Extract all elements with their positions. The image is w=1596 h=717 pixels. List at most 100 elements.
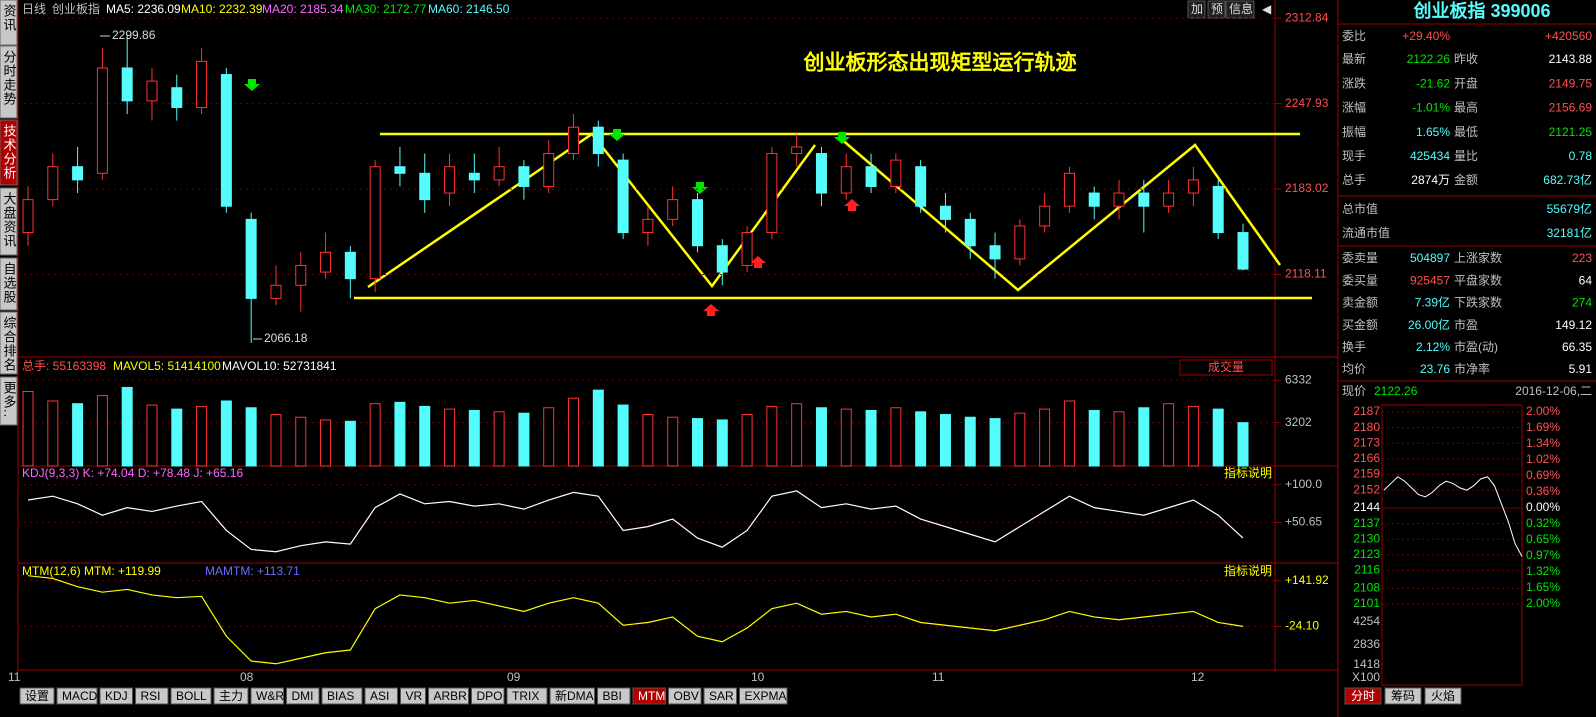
candle-body xyxy=(1163,192,1175,207)
bottom-tab: ARBR xyxy=(434,689,468,703)
quote-value: 223 xyxy=(1572,251,1592,265)
quote-value: 2156.69 xyxy=(1549,101,1593,115)
bottom-tab-bg[interactable] xyxy=(135,687,169,705)
bottom-tab: VR xyxy=(406,689,423,703)
candle-body xyxy=(1237,232,1249,270)
candle-body xyxy=(1138,192,1150,207)
bottom-tab-bg[interactable] xyxy=(703,687,737,705)
candle-body xyxy=(989,245,1001,260)
bottom-tab: 新DMA xyxy=(555,688,594,703)
side-tab[interactable]: 更多.. xyxy=(2,381,17,418)
quote-value: 26.00亿 xyxy=(1408,317,1450,332)
side-tab[interactable]: 分时走势 xyxy=(2,50,17,106)
bottom-tab-bg[interactable] xyxy=(364,687,398,705)
side-tab[interactable]: 技术分析 xyxy=(2,124,17,180)
tool-button-bg[interactable] xyxy=(1207,0,1226,19)
index-name: 创业板指 xyxy=(52,1,100,16)
mini-unit: X100 xyxy=(1352,670,1380,684)
mini-vol-label: 2836 xyxy=(1353,637,1380,651)
volume-bar xyxy=(1063,400,1075,467)
bottom-tab-bg[interactable] xyxy=(668,687,702,705)
mini-pct-label: 1.69% xyxy=(1526,420,1560,434)
volume-bar xyxy=(1014,412,1026,467)
volume-bar xyxy=(766,405,778,467)
mini-tab-bg[interactable] xyxy=(1384,687,1422,705)
bottom-tab-bg[interactable] xyxy=(471,687,505,705)
quote-value: +29.40% xyxy=(1402,29,1450,43)
bottom-tab-bg[interactable] xyxy=(213,687,249,705)
candle-body xyxy=(1212,185,1224,234)
quote-label: 市盈 xyxy=(1454,317,1478,332)
side-tab-bg[interactable] xyxy=(0,45,18,119)
y-tick-label: 2247.93 xyxy=(1285,96,1329,110)
candle-body xyxy=(22,199,34,234)
mini-tab: 筹码 xyxy=(1391,689,1415,703)
indicator-line xyxy=(27,575,1244,665)
high-label: 2299.86 xyxy=(112,28,156,42)
mini-y-label: 2116 xyxy=(1354,563,1380,577)
side-tab-bg[interactable] xyxy=(0,0,18,46)
x-tick-label: 12 xyxy=(1191,670,1205,684)
volume-bar xyxy=(915,411,927,467)
volume-bar xyxy=(146,404,158,467)
bottom-tab-bg[interactable] xyxy=(549,687,595,705)
bottom-tab-bg[interactable] xyxy=(739,687,788,705)
bottom-tab-bg[interactable] xyxy=(56,687,98,705)
tool-button-bg[interactable] xyxy=(1187,0,1206,19)
volume-bar xyxy=(716,419,728,467)
bottom-tab-bg[interactable] xyxy=(400,687,426,705)
bottom-tab-bg[interactable] xyxy=(99,687,133,705)
bottom-tab-bg[interactable] xyxy=(250,687,284,705)
side-tab-bg[interactable] xyxy=(0,119,18,186)
side-tab-bg[interactable] xyxy=(0,187,18,256)
quote-label: 开盘 xyxy=(1454,75,1478,90)
candle-body xyxy=(1113,192,1125,207)
mini-tab-bg[interactable] xyxy=(1344,687,1382,705)
candle-body xyxy=(295,264,307,286)
candle-body xyxy=(642,218,654,234)
candle-body xyxy=(493,166,505,181)
quote-value: 2874万 xyxy=(1411,173,1450,187)
tool-button-bg[interactable] xyxy=(1225,0,1255,19)
bottom-tab-bg[interactable] xyxy=(632,687,666,705)
mini-tab-bg[interactable] xyxy=(1424,687,1462,705)
side-tab[interactable]: 自选股 xyxy=(2,262,17,304)
bottom-tab-bg[interactable] xyxy=(506,687,548,705)
bottom-tab-bg[interactable] xyxy=(19,687,55,705)
candle-body xyxy=(568,126,580,155)
bottom-tab-bg[interactable] xyxy=(428,687,469,705)
quote-label: 平盘家数 xyxy=(1454,272,1502,287)
side-tab-bg[interactable] xyxy=(0,311,18,375)
bottom-tab-bg[interactable] xyxy=(597,687,631,705)
quote-label: 卖金额 xyxy=(1342,295,1378,310)
volume-bar xyxy=(493,411,505,467)
mini-pct-label: 1.65% xyxy=(1526,580,1560,594)
side-tab-bg[interactable] xyxy=(0,376,18,426)
candle-body xyxy=(468,172,480,181)
candle-body xyxy=(47,166,59,201)
volume-select-bg[interactable] xyxy=(1179,359,1273,376)
bottom-tab-bg[interactable] xyxy=(170,687,212,705)
volume-bar xyxy=(245,407,257,467)
volume-bar xyxy=(419,405,431,467)
bottom-tab-bg[interactable] xyxy=(286,687,320,705)
candle-body xyxy=(691,199,703,247)
side-tab[interactable]: 综合排名 xyxy=(2,316,17,372)
mini-y-label: 2137 xyxy=(1353,516,1380,530)
quote-value: 2121.25 xyxy=(1549,125,1593,139)
candle-body xyxy=(518,166,530,187)
volume-bar xyxy=(369,403,381,467)
bottom-tab: OBV xyxy=(674,689,699,703)
scroll-arrow[interactable]: ◀ xyxy=(1262,2,1272,16)
x-tick-label: 11 xyxy=(932,670,945,684)
side-tab[interactable]: 大盘资讯 xyxy=(2,192,17,248)
mini-pct-label: 2.00% xyxy=(1526,596,1560,610)
side-tab-bg[interactable] xyxy=(0,257,18,311)
mini-y-label: 2173 xyxy=(1353,435,1380,449)
side-tab[interactable]: 资讯 xyxy=(2,4,17,32)
signal-arrows xyxy=(244,79,860,316)
y-tick-label: +50.65 xyxy=(1285,515,1322,529)
candle-body xyxy=(840,166,852,194)
mini-price: 2122.26 xyxy=(1374,384,1418,398)
bottom-tab-bg[interactable] xyxy=(321,687,363,705)
